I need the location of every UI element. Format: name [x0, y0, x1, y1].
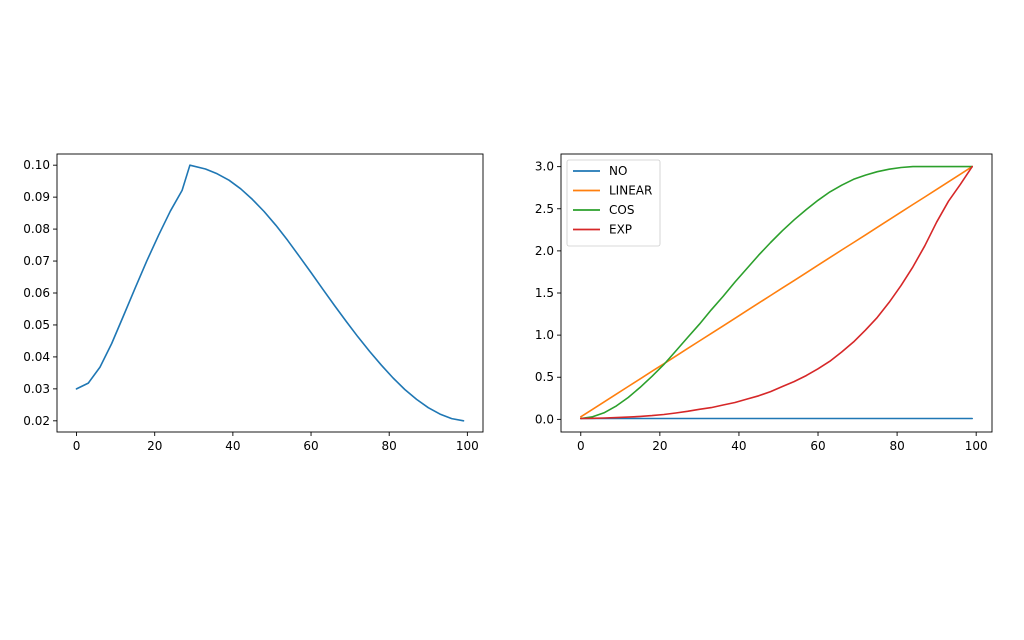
right-x-tick-label: 20 [652, 439, 667, 453]
left-y-tick-label: 0.07 [23, 254, 50, 268]
legend-label-no: NO [609, 164, 627, 178]
right-y-tick-label: 0.0 [535, 412, 554, 426]
left-y-tick-label: 0.02 [23, 414, 50, 428]
right-legend: NO LINEAR COS EXP [566, 159, 661, 247]
legend-box [566, 159, 661, 247]
legend-label-cos: COS [609, 203, 634, 217]
left-y-tick-label: 0.05 [23, 318, 50, 332]
left-axes-frame [56, 153, 484, 433]
left-y-tick-label: 0.04 [23, 350, 50, 364]
left-y-tick-label: 0.10 [23, 158, 50, 172]
legend-label-linear: LINEAR [609, 184, 652, 198]
right-y-tick-label: 2.5 [535, 202, 554, 216]
right-x-tick-label: 100 [965, 439, 988, 453]
left-x-tick-label: 40 [225, 439, 240, 453]
left-x-tick-label: 60 [303, 439, 318, 453]
right-x-tick-label: 0 [577, 439, 585, 453]
right-y-tick-label: 1.0 [535, 328, 554, 342]
left-chart: 0 20 40 60 80 100 0.02 0.03 0.04 0.05 0.06 0.07 0.08… [23, 153, 484, 453]
right-series-line-linear [579, 165, 974, 418]
left-series-line-0 [75, 164, 465, 422]
right-x-tick-label: 80 [889, 439, 904, 453]
right-y-tick-label: 2.0 [535, 244, 554, 258]
legend-label-exp: EXP [609, 223, 632, 237]
right-series-line-cos [579, 165, 974, 420]
right-y-tick-label: 1.5 [535, 286, 554, 300]
right-x-tick-label: 40 [731, 439, 746, 453]
right-chart: 0 20 40 60 80 100 0.0 0.5 1.0 1.5 2.0 2.5 3.0 NO LINEA… [535, 153, 993, 453]
left-y-tick-label: 0.08 [23, 222, 50, 236]
left-x-tick-label: 20 [147, 439, 162, 453]
right-x-tick-label: 60 [810, 439, 825, 453]
left-x-tick-label: 80 [382, 439, 397, 453]
left-y-tick-label: 0.06 [23, 286, 50, 300]
right-y-tick-label: 3.0 [535, 160, 554, 174]
left-x-tick-label: 0 [73, 439, 81, 453]
right-y-tick-label: 0.5 [535, 370, 554, 384]
left-y-tick-label: 0.03 [23, 382, 50, 396]
right-series-line-exp [579, 165, 974, 420]
left-y-tick-label: 0.09 [23, 190, 50, 204]
left-x-tick-label: 100 [456, 439, 479, 453]
